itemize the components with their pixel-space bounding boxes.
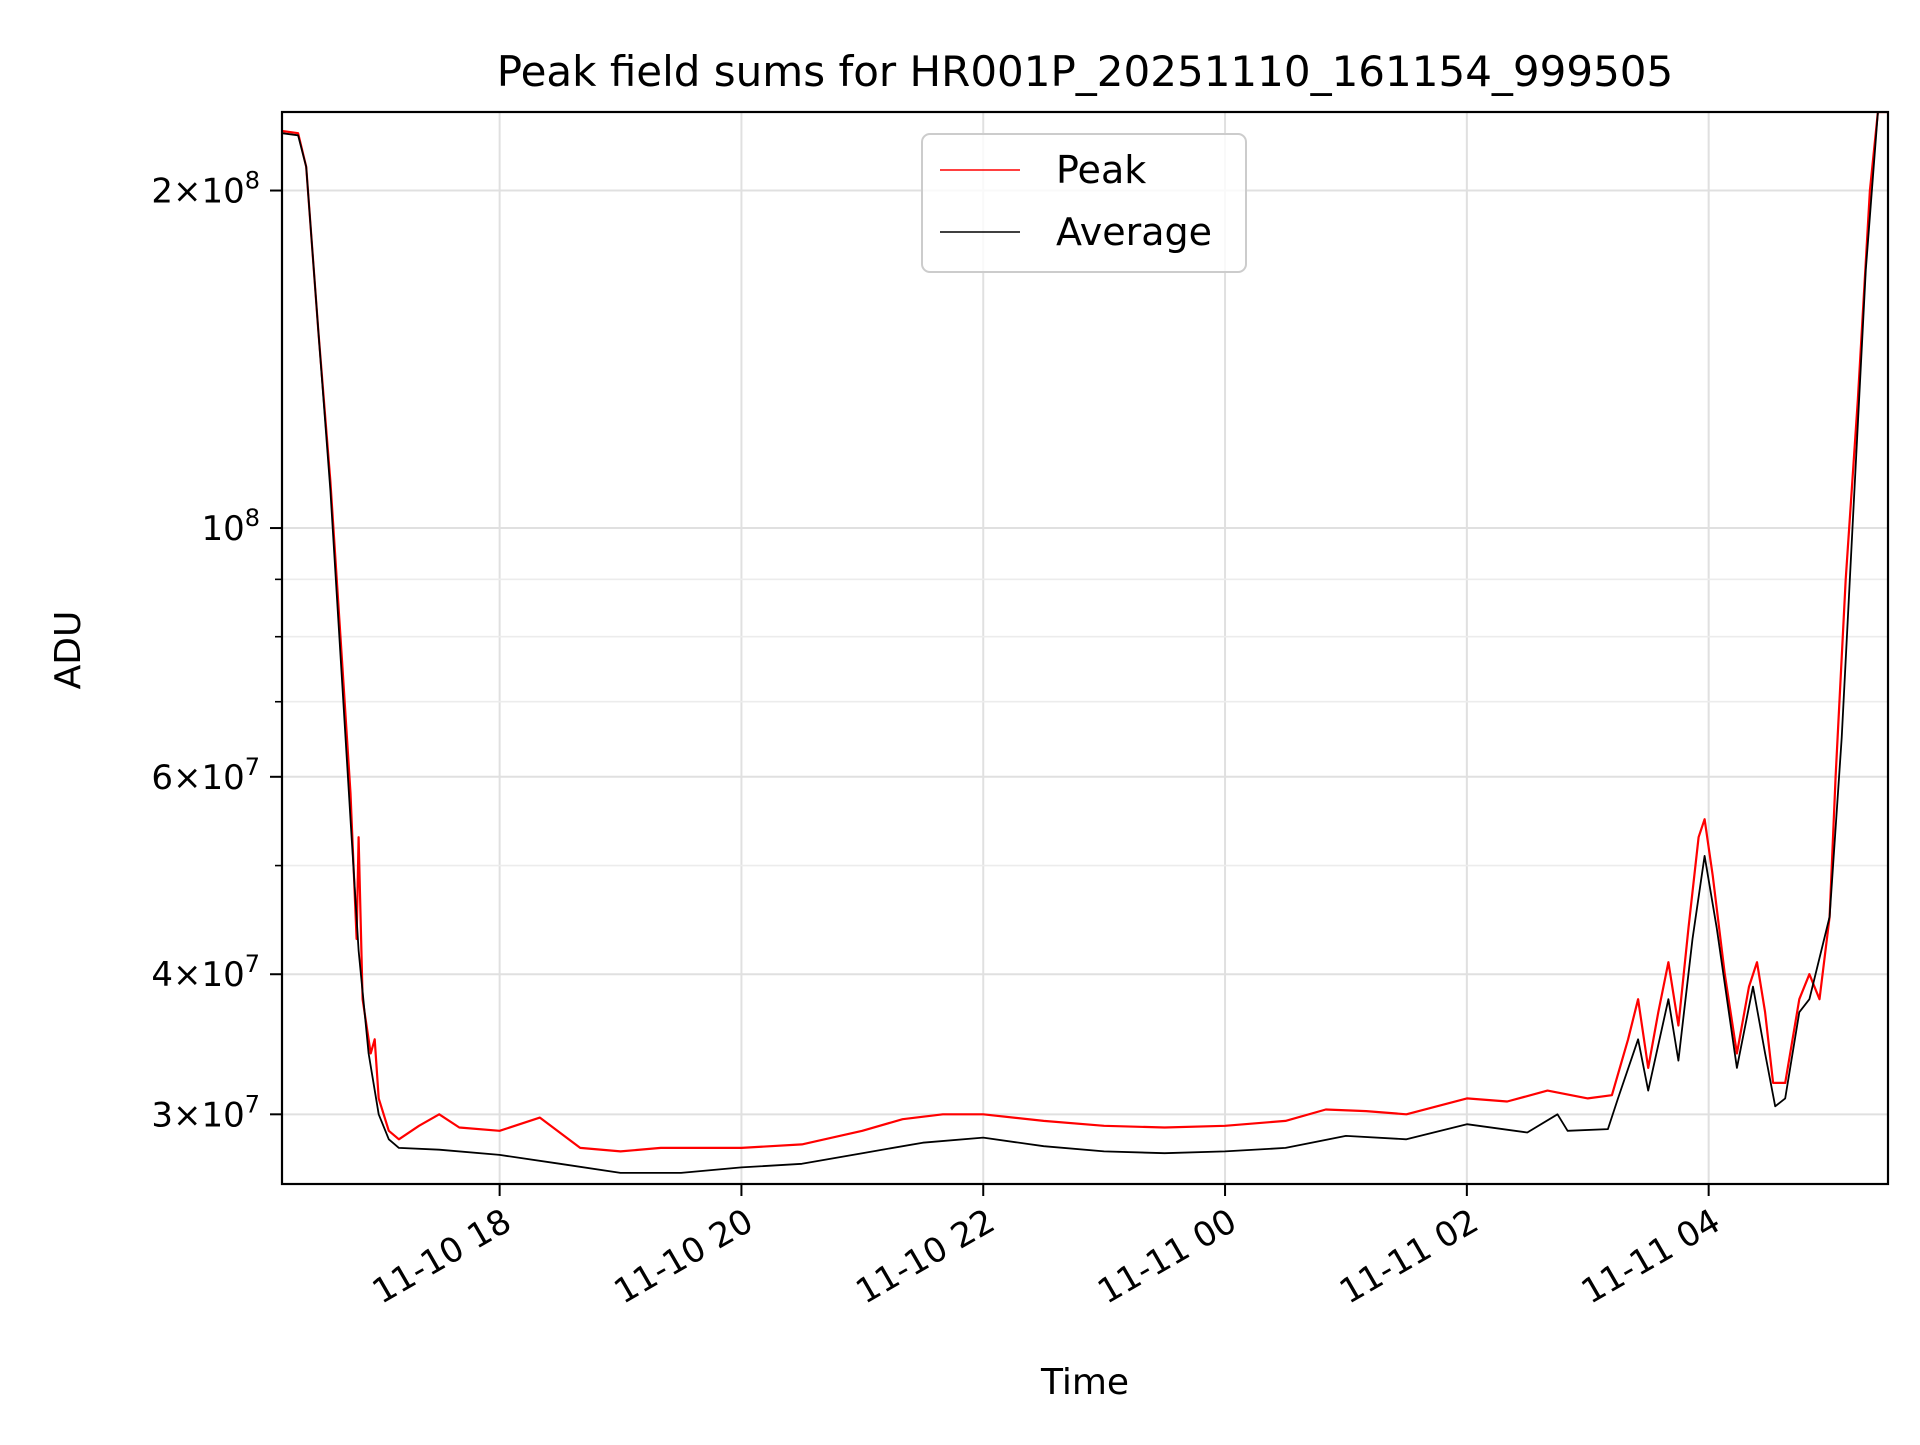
y-axis-label: ADU bbox=[48, 611, 89, 690]
y-tick-label: 2×108 bbox=[151, 167, 260, 212]
legend-label-peak: Peak bbox=[1056, 148, 1146, 192]
y-tick-label: 4×107 bbox=[151, 950, 260, 995]
series-line-average bbox=[282, 112, 1888, 1174]
y-tick-label: 6×107 bbox=[151, 753, 260, 798]
y-tick-label: 3×107 bbox=[151, 1090, 260, 1135]
series-line-peak bbox=[282, 112, 1888, 1153]
legend-box bbox=[921, 133, 1247, 273]
plot-frame bbox=[280, 110, 1890, 1186]
chart-title: Peak field sums for HR001P_20251110_1611… bbox=[497, 47, 1674, 96]
legend-label-average: Average bbox=[1056, 210, 1212, 254]
x-axis-label: Time bbox=[1040, 1362, 1129, 1403]
y-tick-label: 108 bbox=[201, 504, 260, 549]
series-layer bbox=[282, 112, 1888, 1174]
legend: Peak Average bbox=[921, 133, 1247, 273]
